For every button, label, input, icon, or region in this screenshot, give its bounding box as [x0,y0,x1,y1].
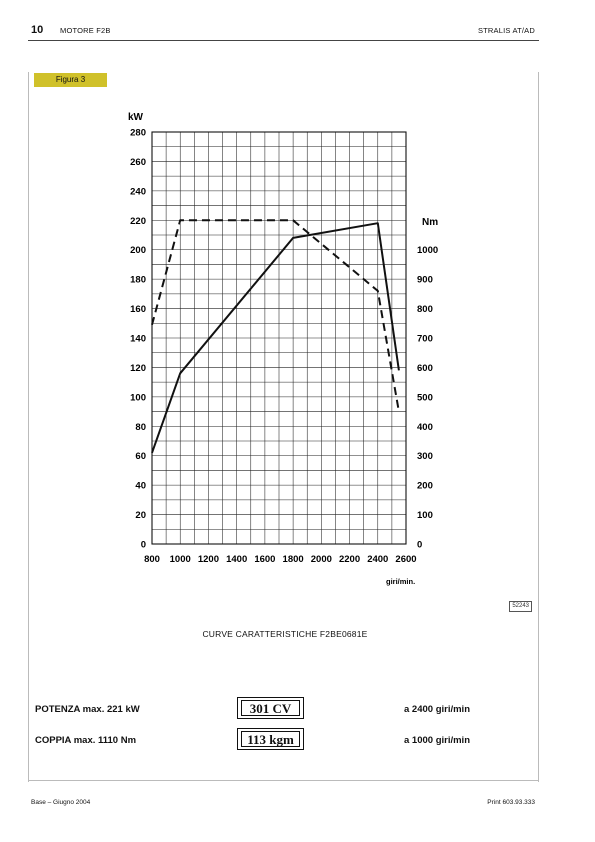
y-tick-label-right: 800 [417,304,433,315]
y-axis-label-right: Nm [422,217,438,228]
y-tick-label-right: 400 [417,422,433,433]
y-tick-label-left: 120 [130,363,146,374]
power-cv-value: 301 CV [241,700,300,716]
y-tick-label-left: 260 [130,157,146,168]
y-tick-label-right: 200 [417,481,433,492]
y-tick-label-left: 200 [130,245,146,256]
footer-edition: Base – Giugno 2004 [31,799,91,806]
y-tick-label-left: 240 [130,186,146,197]
y-tick-label-right: 500 [417,392,433,403]
page-number: 10 [31,24,44,36]
characteristic-curves-chart: 800 1000 1200 1400 1600 1800 2000 2200 2400 26000… [128,112,438,586]
max-torque-rpm: a 1000 giri/min [404,735,471,746]
footer-print-code: Print 603.93.333 [487,799,535,806]
x-tick-label: 800 [144,554,160,565]
y-tick-label-left: 140 [130,334,146,345]
max-torque-label: COPPIA max. 1110 Nm [35,735,137,746]
y-tick-label-left: 220 [130,216,146,227]
x-tick-label: 1400 [226,554,247,565]
y-tick-label-left: 280 [130,128,146,139]
manual-title: STRALIS AT/AD [477,26,535,35]
y-tick-label-right: 300 [417,451,433,462]
torque-kgm-box: 113 kgm [237,728,304,750]
max-power-rpm: a 2400 giri/min [404,704,471,715]
y-tick-label-left: 60 [135,451,146,462]
section-title: MOTORE F2B [60,26,111,35]
x-tick-label: 1800 [283,554,304,565]
y-tick-label-left: 80 [135,422,146,433]
torque-kgm-value: 113 kgm [241,731,300,747]
y-axis-label-left: kW [128,112,144,123]
max-power-label: POTENZA max. 221 kW [35,704,140,715]
y-tick-label-left: 100 [130,392,146,403]
x-tick-label: 2000 [311,554,332,565]
torque-curve-dashed [151,219,400,412]
right-margin-rule [538,72,539,782]
y-tick-label-left: 160 [130,304,146,315]
figure-label: Figura 3 [34,73,107,87]
x-axis-label: giri/min. [386,577,415,586]
y-tick-label-right: 700 [417,334,433,345]
x-tick-label: 1600 [254,554,275,565]
y-tick-label-right: 0 [417,540,422,551]
y-tick-label-right: 600 [417,363,433,374]
power-curve-solid [151,222,400,454]
chart-tick-labels: 800 1000 1200 1400 1600 1800 2000 2200 2400 26000… [130,128,438,566]
x-tick-label: 2600 [395,554,416,565]
x-tick-label: 2400 [367,554,388,565]
y-tick-label-right: 1000 [417,245,438,256]
x-tick-label: 2200 [339,554,360,565]
figure-code: 52243 [509,601,532,612]
y-tick-label-right: 100 [417,510,433,521]
y-tick-label-left: 40 [135,481,146,492]
y-tick-label-left: 180 [130,275,146,286]
y-tick-label-right: 900 [417,275,433,286]
power-cv-box: 301 CV [237,697,304,719]
header-rule [28,40,539,41]
y-tick-label-left: 0 [141,540,146,551]
left-margin-rule [28,72,29,782]
x-tick-label: 1000 [170,554,191,565]
chart-series [151,219,400,454]
plot-frame [151,131,407,545]
footer-rule [28,780,539,781]
chart-grid [151,131,407,545]
figure-caption: CURVE CARATTERISTICHE F2BE0681E [202,629,368,639]
x-tick-label: 1200 [198,554,219,565]
y-tick-label-left: 20 [135,510,146,521]
